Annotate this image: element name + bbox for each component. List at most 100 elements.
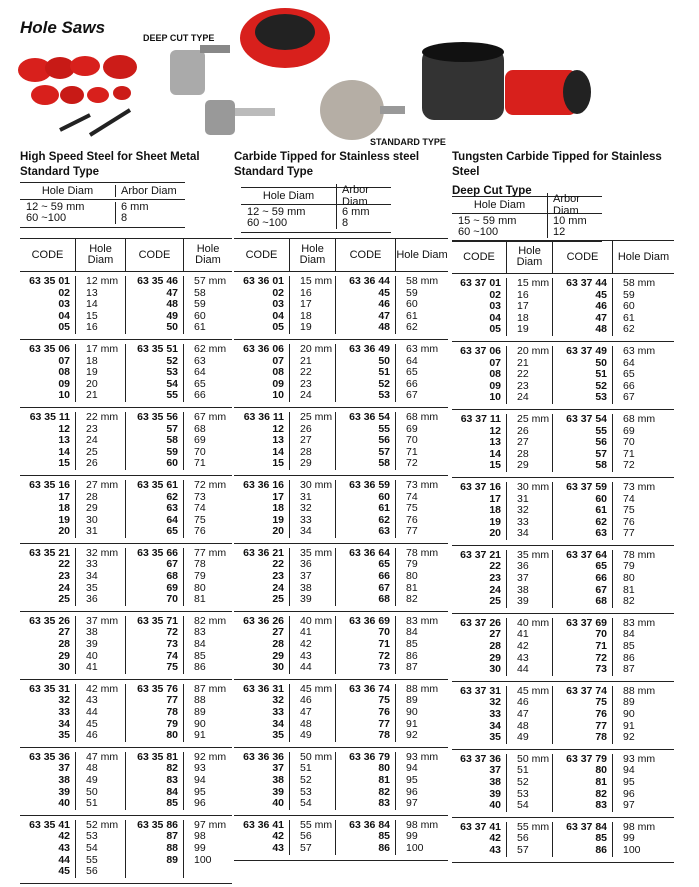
code-cell: 69	[166, 581, 178, 594]
code-cell: 34	[489, 719, 501, 732]
code-cell: 13	[272, 434, 284, 447]
code-cell: 60	[378, 490, 390, 503]
code-cell: 48	[595, 323, 607, 336]
code-cell: 63 36 69	[349, 614, 390, 627]
diam-cell: 54	[517, 799, 529, 812]
diam-cell: 42	[300, 638, 312, 651]
diam-cell: 73 mm	[623, 480, 656, 493]
code-cell: 85	[378, 830, 390, 843]
code-cell: 43	[489, 843, 501, 856]
code-cell: 10	[489, 391, 501, 404]
code-cell: 32	[489, 696, 501, 709]
diam-cell: 48	[300, 717, 312, 730]
code-cell: 63 36 59	[349, 478, 390, 491]
diam-cell: 59	[406, 286, 418, 299]
code-cell: 74	[166, 649, 178, 662]
diam-cell: 63	[194, 354, 206, 367]
diam-cell: 39	[300, 593, 312, 606]
section-heading: High Speed Steel for Sheet Metal Standard…	[20, 151, 200, 178]
code-cell: 72	[595, 651, 607, 664]
code-cell: 09	[58, 377, 70, 390]
code-cell: 86	[595, 843, 607, 856]
code-cell: 62	[166, 490, 178, 503]
code-cell: 78	[378, 729, 390, 742]
code-cell: 27	[489, 628, 501, 641]
diam-cell: 51	[300, 762, 312, 775]
code-cell: 73	[166, 638, 178, 651]
code-cell: 05	[58, 321, 70, 334]
diam-cell: 82	[623, 595, 635, 608]
diam-cell: 66	[406, 377, 418, 390]
code-cell: 78	[166, 706, 178, 718]
code-cell: 79	[166, 717, 178, 730]
diam-cell: 85	[194, 649, 206, 662]
diam-cell: 54	[86, 841, 98, 854]
diam-cell: 34	[517, 527, 529, 540]
diam-cell: 30 mm	[517, 480, 550, 493]
diam-cell: 56	[517, 832, 529, 845]
code-cell: 19	[58, 513, 70, 526]
diam-cell: 85	[406, 638, 418, 651]
code-cell: 68	[378, 593, 390, 606]
diam-cell: 41	[300, 626, 312, 639]
code-cell: 03	[489, 300, 501, 313]
table-row-group: 63 35 06 07 08 09 10 17 mm 18 19 20 21 63 35 51 52 5…	[20, 340, 232, 408]
code-cell: 63 35 61	[137, 478, 178, 491]
code-cell: 75	[378, 694, 390, 707]
code-cell: 63 36 11	[243, 410, 284, 423]
code-cell: 63 35 46	[137, 275, 178, 287]
diam-cell: 47	[300, 706, 312, 718]
diam-cell: 29	[300, 457, 312, 470]
diam-cell: 60	[623, 300, 635, 313]
diam-cell: 68	[194, 422, 206, 435]
diam-cell: 47	[517, 708, 529, 720]
diam-cell: 81	[623, 583, 635, 596]
code-cell: 63 35 06	[29, 342, 70, 355]
code-cell: 85	[166, 797, 178, 810]
diam-cell: 50 mm	[300, 750, 333, 763]
diam-cell: 46	[517, 696, 529, 709]
code-cell: 02	[58, 286, 70, 299]
diam-cell: 59	[623, 288, 635, 301]
table-row-group: 63 37 26 27 28 29 30 40 mm 41 42 43 44 63 37 69 70 7…	[452, 614, 674, 682]
diam-cell: 91	[406, 717, 418, 730]
diam-cell: 31	[86, 525, 98, 538]
code-cell: 29	[58, 649, 70, 662]
code-cell: 63 36 64	[349, 546, 390, 559]
diam-cell: 94	[194, 773, 206, 786]
diam-cell: 46	[86, 729, 98, 742]
code-cell: 17	[58, 490, 70, 503]
diam-cell: 49	[86, 773, 98, 786]
code-cell: 20	[272, 525, 284, 538]
code-cell: 64	[166, 513, 178, 526]
code-cell: 50	[378, 354, 390, 367]
table-row-group: 63 36 01 02 03 04 05 15 mm 16 17 18 19 63 36 44 45 4…	[234, 272, 448, 340]
diam-cell: 68 mm	[623, 412, 656, 425]
code-cell: 15	[489, 459, 501, 472]
diam-cell: 27	[300, 434, 312, 447]
diam-cell: 79	[623, 560, 635, 573]
code-cell: 81	[378, 773, 390, 786]
diam-cell: 55	[86, 853, 98, 866]
code-cell: 33	[489, 708, 501, 720]
code-cell: 59	[166, 445, 178, 458]
code-cell: 52	[595, 379, 607, 392]
code-cell: 34	[272, 717, 284, 730]
code-cell: 42	[272, 830, 284, 843]
diam-cell: 23	[517, 379, 529, 392]
code-cell: 24	[58, 581, 70, 594]
code-cell: 73	[595, 663, 607, 676]
code-cell: 28	[58, 638, 70, 651]
code-cell: 63 37 84	[566, 820, 607, 833]
diam-cell: 29	[517, 459, 529, 472]
diam-cell: 51	[517, 764, 529, 777]
diam-cell: 65	[623, 368, 635, 381]
section-tungsten: Tungsten Carbide Tipped for Stainless St…	[452, 150, 674, 863]
code-table: CODE Hole Diam CODE Hole Diam 63 36 01 02 03 04…	[234, 238, 448, 861]
arbor-spec-table: Hole Diam Arbor Diam 12 ~ 59 mm 60 ~100 6 …	[20, 182, 185, 228]
diam-cell: 35 mm	[300, 546, 333, 559]
diam-cell: 74	[194, 502, 206, 515]
diam-cell: 40 mm	[300, 614, 333, 627]
code-cell: 63 36 16	[243, 478, 284, 491]
diam-cell: 22	[300, 366, 312, 379]
